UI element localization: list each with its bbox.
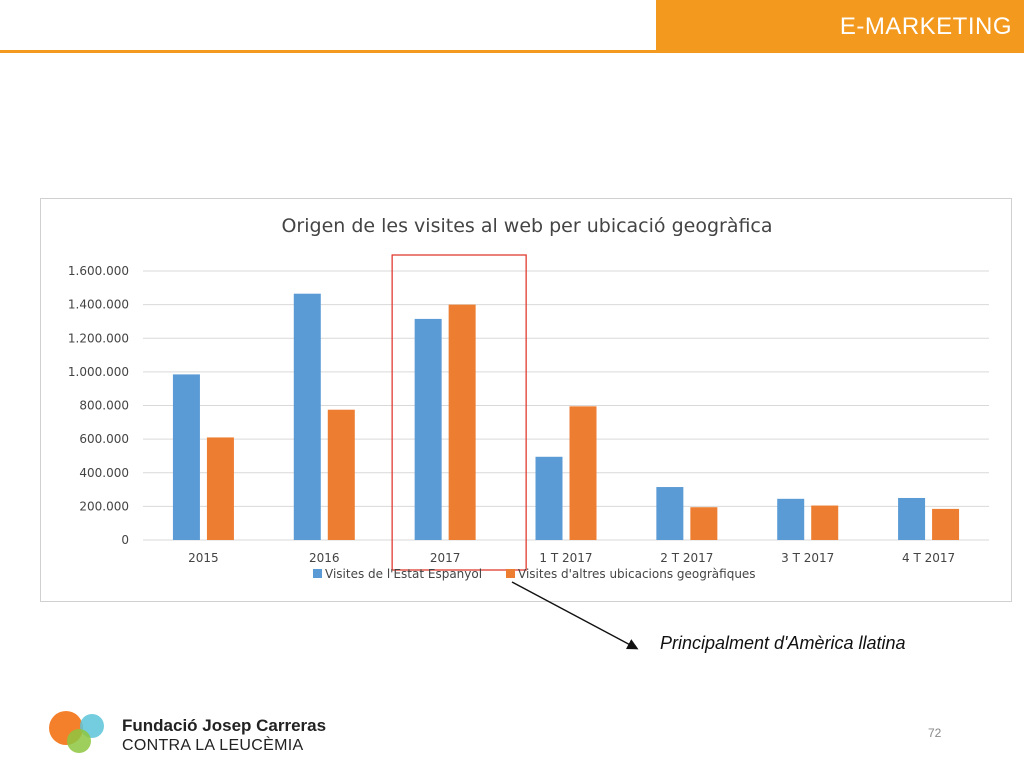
annotation-text: Principalment d'Amèrica llatina: [660, 633, 906, 653]
y-tick-label: 1.200.000: [68, 331, 129, 345]
y-tick-label: 1.000.000: [68, 365, 129, 379]
x-tick-label: 3 T 2017: [781, 551, 834, 565]
legend-label: Visites de l'Estat Espanyol: [325, 567, 482, 581]
bar-other-2017: [448, 304, 476, 540]
highlight-box: [391, 254, 527, 571]
bar-other-2015: [206, 437, 234, 540]
y-tick-label: 1.600.000: [68, 264, 129, 278]
bar-chart: Origen de les visites al web per ubicaci…: [68, 215, 989, 581]
bar-spain-2015: [172, 374, 200, 540]
bar-spain-2-T-2017: [656, 487, 684, 540]
legend-label: Visites d'altres ubicacions geogràfiques: [518, 567, 756, 581]
bar-other-4-T-2017: [932, 508, 960, 540]
x-tick-label: 2 T 2017: [660, 551, 713, 565]
x-tick-label: 4 T 2017: [902, 551, 955, 565]
x-tick-label: 1 T 2017: [539, 551, 592, 565]
bar-other-2-T-2017: [690, 507, 718, 540]
bar-spain-1-T-2017: [535, 456, 563, 540]
header-rule: [0, 50, 660, 53]
y-tick-label: 800.000: [79, 399, 129, 413]
x-tick-label: 2015: [188, 551, 219, 565]
bar-spain-2016: [293, 293, 321, 540]
header-banner: E-MARKETING: [656, 0, 1024, 53]
organization-subtitle: CONTRA LA LEUCÈMIA: [122, 737, 304, 754]
y-tick-label: 0: [121, 533, 129, 547]
legend-swatch: [506, 569, 515, 578]
bar-other-2016: [327, 409, 355, 540]
y-tick-label: 200.000: [79, 499, 129, 513]
organization-name: Fundació Josep Carreras: [122, 716, 327, 735]
page-number: 72: [928, 726, 942, 740]
x-tick-label: 2016: [309, 551, 340, 565]
bar-spain-3-T-2017: [777, 498, 805, 540]
y-tick-label: 1.400.000: [68, 298, 129, 312]
y-tick-label: 400.000: [79, 466, 129, 480]
section-title: E-MARKETING: [839, 13, 1012, 40]
bar-spain-4-T-2017: [898, 497, 926, 540]
bar-other-3-T-2017: [811, 505, 839, 540]
foundation-logo: [49, 711, 104, 753]
bar-other-1-T-2017: [569, 406, 597, 540]
legend-swatch: [313, 569, 322, 578]
x-tick-label: 2017: [430, 551, 461, 565]
chart-title: Origen de les visites al web per ubicaci…: [281, 215, 772, 237]
chart-frame: Origen de les visites al web per ubicaci…: [40, 198, 1012, 602]
bar-spain-2017: [414, 318, 442, 540]
y-tick-label: 600.000: [79, 432, 129, 446]
